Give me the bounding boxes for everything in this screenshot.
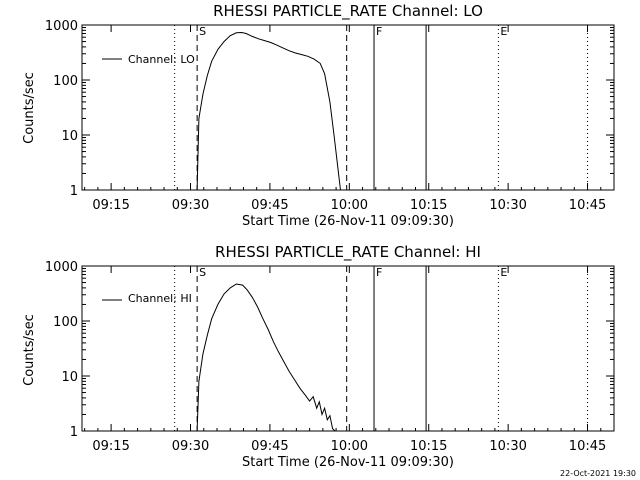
x-tick-label-lo: 09:45: [251, 198, 288, 213]
legend-label-hi: Channel: HI: [128, 292, 192, 305]
y-tick-label-lo: 1000: [45, 19, 78, 34]
chart-title-lo: RHESSI PARTICLE_RATE Channel: LO: [213, 2, 483, 21]
x-tick-label-lo: 09:30: [172, 198, 209, 213]
event-marker-label-lo: S: [199, 25, 206, 38]
x-tick-label-lo: 10:15: [410, 198, 447, 213]
y-tick-label-lo: 10: [61, 129, 78, 144]
event-marker-label-hi: F: [376, 266, 382, 279]
x-axis-label-lo: Start Time (26-Nov-11 09:09:30): [242, 214, 454, 229]
x-tick-label-hi: 09:15: [92, 439, 129, 454]
x-tick-label-lo: 10:00: [331, 198, 368, 213]
y-tick-label-hi: 10: [61, 370, 78, 385]
plot-frame-lo: [81, 24, 615, 191]
event-marker-label-lo: E: [500, 25, 507, 38]
series-line-lo: [196, 31, 341, 191]
y-tick-label-hi: 1000: [45, 260, 78, 275]
event-marker-label-hi: S: [199, 266, 206, 279]
y-tick-label-lo: 100: [53, 74, 78, 89]
generation-timestamp: 22-Oct-2021 19:30: [560, 469, 636, 478]
x-tick-label-hi: 09:30: [172, 439, 209, 454]
y-axis-label-lo: Counts/sec: [22, 72, 37, 144]
y-tick-label-hi: 1: [70, 425, 78, 440]
y-tick-label-lo: 1: [70, 184, 78, 199]
event-marker-label-hi: E: [500, 266, 507, 279]
y-axis-label-hi: Counts/sec: [22, 314, 37, 386]
legend-label-lo: Channel: LO: [128, 53, 195, 66]
x-axis-label-hi: Start Time (26-Nov-11 09:09:30): [242, 455, 454, 470]
x-tick-label-lo: 10:30: [489, 198, 526, 213]
x-tick-label-hi: 10:00: [331, 439, 368, 454]
x-tick-label-hi: 10:45: [569, 439, 606, 454]
x-tick-label-lo: 10:45: [569, 198, 606, 213]
y-tick-label-hi: 100: [53, 315, 78, 330]
event-marker-label-lo: F: [376, 25, 382, 38]
plot-frame-hi: [81, 265, 615, 432]
x-tick-label-lo: 09:15: [92, 198, 129, 213]
x-tick-label-hi: 10:15: [410, 439, 447, 454]
panel-lo: RHESSI PARTICLE_RATE Channel: LO Start T…: [22, 2, 615, 229]
panel-hi: RHESSI PARTICLE_RATE Channel: HI Start T…: [22, 243, 615, 470]
x-tick-label-hi: 10:30: [489, 439, 526, 454]
series-line-hi: [196, 283, 336, 432]
x-tick-label-hi: 09:45: [251, 439, 288, 454]
chart-title-hi: RHESSI PARTICLE_RATE Channel: HI: [215, 243, 481, 262]
